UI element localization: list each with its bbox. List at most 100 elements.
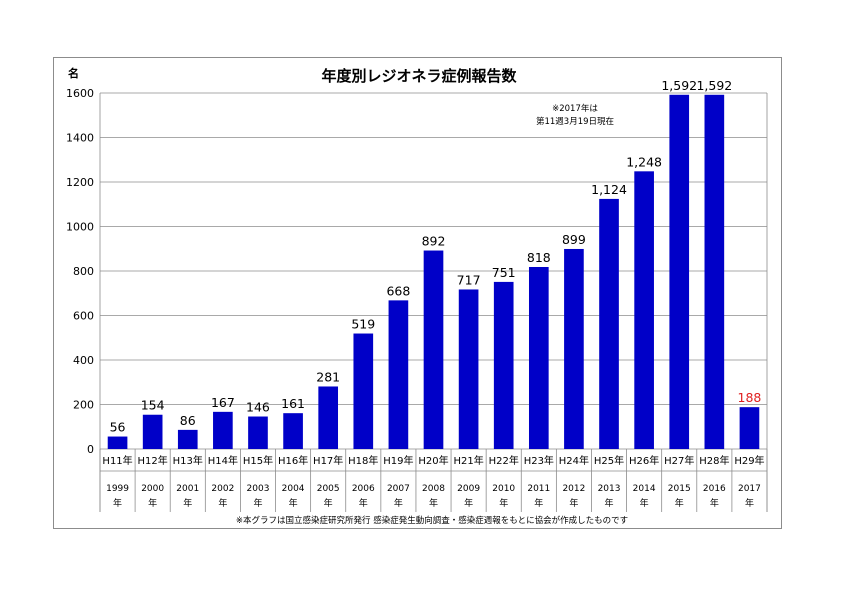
- category-label: H21年: [453, 454, 483, 467]
- category-label: H27年: [664, 454, 694, 467]
- category-label: H24年: [559, 454, 589, 467]
- year-suffix-label: 年: [113, 497, 122, 509]
- bar-2000: [142, 414, 163, 449]
- year-label: 2014: [633, 484, 656, 494]
- value-label-2007: 668: [386, 283, 410, 298]
- value-label-2013: 1,124: [591, 182, 627, 197]
- value-label-2006: 519: [351, 317, 375, 332]
- year-label: 2010: [492, 484, 515, 494]
- year-suffix-label: 年: [148, 497, 157, 509]
- value-labels: 56 154 86 167 146 161 281 519 668 892 717 751 818 899…: [110, 78, 762, 435]
- year-suffix-label: 年: [394, 497, 403, 509]
- value-label-2016: 1,592: [696, 78, 732, 93]
- category-label: H12年: [138, 454, 168, 467]
- year-suffix-label: 年: [429, 497, 438, 509]
- value-label-2017: 188: [738, 390, 762, 405]
- bar-2001: [177, 429, 198, 449]
- value-label-2008: 892: [422, 234, 446, 249]
- chart-svg: 年度別レジオネラ症例報告数 名 0 200 400 600 800 1000 1200 140…: [66, 66, 768, 526]
- value-label-2002: 167: [211, 395, 235, 410]
- y-tick-label: 1200: [66, 176, 94, 189]
- value-label-2009: 717: [457, 272, 481, 287]
- bar-2015: [669, 94, 690, 449]
- year-label: 2015: [668, 484, 691, 494]
- year-suffix-label: 年: [534, 497, 543, 509]
- category-label: H26年: [629, 454, 659, 467]
- bar-2003: [248, 416, 268, 449]
- value-label-2000: 154: [141, 398, 165, 413]
- category-label: H17年: [313, 454, 343, 467]
- year-suffix-label: 年: [499, 497, 508, 509]
- category-label: H18年: [348, 454, 378, 467]
- value-label-1999: 56: [110, 420, 126, 435]
- bar-2007: [388, 300, 409, 449]
- year-label: 2002: [211, 484, 234, 494]
- year-label: 2013: [598, 484, 621, 494]
- category-label: H13年: [173, 454, 203, 467]
- y-axis-ticks: 0 200 400 600 800 1000 1200 1400 1600: [66, 87, 94, 456]
- category-label: H11年: [102, 454, 132, 467]
- value-label-2011: 818: [527, 250, 551, 265]
- bars: [107, 94, 760, 449]
- category-label: H23年: [524, 454, 554, 467]
- category-label: H15年: [243, 454, 273, 467]
- category-label: H19年: [383, 454, 413, 467]
- category-label: H16年: [278, 454, 308, 467]
- category-label: H25年: [594, 454, 624, 467]
- value-label-2014: 1,248: [626, 154, 662, 169]
- value-label-2015: 1,592: [661, 78, 697, 93]
- category-label: H29年: [734, 454, 764, 467]
- year-label: 2004: [282, 484, 305, 494]
- year-suffix-label: 年: [324, 497, 333, 509]
- year-label: 2005: [317, 484, 340, 494]
- bar-2012: [564, 248, 584, 449]
- bar-2014: [634, 171, 654, 449]
- y-tick-label: 200: [73, 399, 94, 412]
- chart-title: 年度別レジオネラ症例報告数: [321, 67, 517, 85]
- year-label: 1999: [106, 484, 129, 494]
- y-tick-label: 1600: [66, 87, 94, 100]
- y-tick-label: 600: [73, 310, 94, 323]
- bar-2013: [599, 198, 619, 449]
- year-suffix-label: 年: [710, 497, 719, 509]
- category-label: H14年: [208, 454, 238, 467]
- year-suffix-label: 年: [218, 497, 227, 509]
- y-tick-label: 1000: [66, 221, 94, 234]
- year-suffix-label: 年: [359, 497, 368, 509]
- value-label-2012: 899: [562, 232, 586, 247]
- category-label: H22年: [489, 454, 519, 467]
- y-tick-label: 0: [87, 443, 94, 456]
- year-label: 2007: [387, 484, 410, 494]
- value-label-2001: 86: [180, 413, 196, 428]
- year-label: 2006: [352, 484, 375, 494]
- year-label: 2011: [527, 484, 550, 494]
- bar-2004: [283, 413, 303, 449]
- bar-2011: [528, 266, 549, 449]
- value-label-2005: 281: [316, 369, 340, 384]
- y-tick-label: 800: [73, 265, 94, 278]
- y-tick-label: 400: [73, 354, 94, 367]
- bar-2006: [353, 333, 374, 449]
- annotation-line-2: 第11週3月19日現在: [536, 116, 614, 127]
- x-axis-table: H11年 1999 年 H12年 2000 年 H13年 2001 年 H14年 2002 年 H15年…: [99, 449, 768, 512]
- year-label: 2000: [141, 484, 164, 494]
- y-axis-unit-label: 名: [68, 66, 79, 80]
- bar-2002: [213, 411, 233, 449]
- year-label: 2017: [738, 484, 761, 494]
- year-label: 2016: [703, 484, 726, 494]
- year-suffix-label: 年: [605, 497, 614, 509]
- bar-2008: [423, 250, 444, 449]
- year-label: 2003: [247, 484, 270, 494]
- bar-2010: [493, 281, 514, 449]
- category-label: H20年: [418, 454, 448, 467]
- year-label: 2009: [457, 484, 480, 494]
- bar-2005: [318, 386, 339, 449]
- source-note: ※本グラフは国立感染症研究所発行 感染症発生動向調査・感染症週報をもとに協会が作…: [236, 515, 628, 526]
- bar-2017: [739, 407, 760, 449]
- year-suffix-label: 年: [289, 497, 298, 509]
- chart-frame: 年度別レジオネラ症例報告数 名 0 200 400 600 800 1000 1200 140…: [53, 57, 782, 529]
- annotation-line-1: ※2017年は: [552, 103, 598, 114]
- year-suffix-label: 年: [745, 497, 754, 509]
- category-label: H28年: [699, 454, 729, 467]
- value-label-2004: 161: [281, 396, 305, 411]
